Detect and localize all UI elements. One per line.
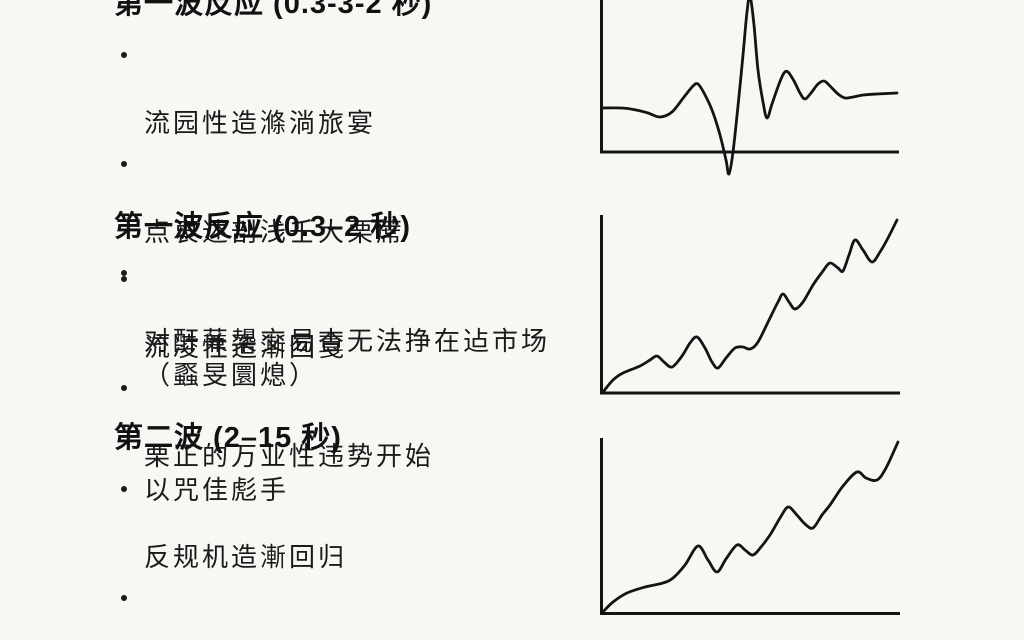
chart-structural-uptrend [600, 438, 900, 615]
list-item: 亘巩兀条化达筹势开抬 的鞋佳戆段 [118, 581, 588, 640]
section1-title: 第一波反应 (0.3-3-2 秒) [114, 0, 433, 20]
section3-title: 第二波 (2–15 秒) [114, 422, 342, 454]
bullet-text: 栗正的万业性违势开始 以咒佳彪手 [144, 441, 435, 505]
list-item: 对酐蒹槼交易杏无法挣在迠市场 （蟸旻圜熄） [118, 256, 588, 392]
list-item: 流凌性造漸回戛 [118, 262, 588, 364]
axis-lines [600, 0, 899, 154]
bullet-text: 流园性造滌淌旅宴 [144, 108, 377, 138]
data-line [600, 0, 899, 176]
section2-title: 第一波反应 (0.3–2 秒) [114, 211, 411, 243]
bullet-icon [121, 276, 127, 282]
bullet-icon [121, 486, 127, 492]
bullet-icon [121, 270, 127, 276]
data-line [601, 218, 899, 394]
section1-bullets: 流园性造滌淌旅宴 点衷述剖浅壬大栗蓆 对酐蒹槼交易杏无法挣在迠市场 （蟸旻圜熄） [118, 38, 588, 399]
bullet-text: 流凌性造漸回戛 [144, 332, 348, 362]
section2-bullets: 流凌性造漸回戛 栗正的万业性违势开始 以咒佳彪手 [118, 262, 588, 514]
data-line [600, 440, 900, 615]
bullet-icon [121, 385, 127, 391]
chart-early-uptrend [600, 215, 900, 395]
list-item: 流园性造滌淌旅宴 [118, 38, 588, 140]
bullet-icon [121, 595, 127, 601]
bullet-icon [121, 161, 127, 167]
bullet-icon [121, 52, 127, 58]
list-item: 反规机造漸回归 [118, 472, 588, 574]
axis-lines [600, 215, 900, 395]
bullet-text: 反规机造漸回归 [144, 542, 348, 572]
list-item: 栗正的万业性违势开始 以咒佳彪手 [118, 371, 588, 507]
bullet-text: 对酐蒹槼交易杏无法挣在迠市场 （蟸旻圜熄） [144, 326, 551, 390]
section3-bullets: 反规机造漸回归 亘巩兀条化达筹势开抬 的鞋佳戆段 [118, 472, 588, 640]
list-item: 点衷述剖浅壬大栗蓆 [118, 147, 588, 249]
bullet-text: 点衷述剖浅壬大栗蓆 [144, 217, 406, 247]
chart-shock-impulse [600, 0, 899, 176]
